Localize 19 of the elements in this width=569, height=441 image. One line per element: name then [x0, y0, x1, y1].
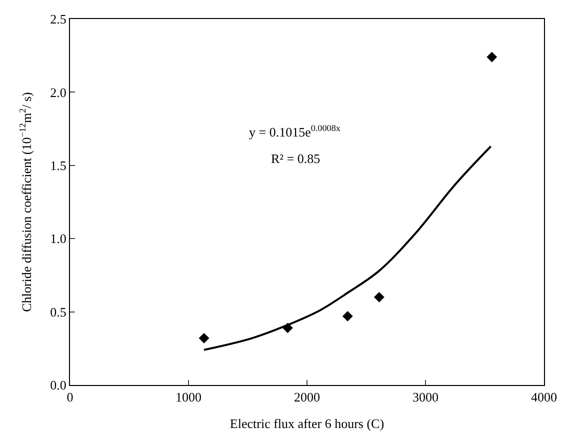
y-tick-label: 0.0: [50, 378, 66, 393]
y-tick-label: 2.5: [50, 12, 66, 27]
x-tick-label: 3000: [412, 390, 438, 405]
annotation: R² = 0.85: [271, 151, 320, 166]
x-tick-label: 1000: [176, 390, 202, 405]
y-tick-label: 2.0: [50, 84, 66, 100]
point: [486, 52, 498, 62]
x-tick-label: 4000: [531, 390, 557, 405]
x-tick-label: 0: [66, 390, 74, 405]
line-series: [203, 145, 492, 351]
x-tick-label: 2000: [294, 390, 320, 405]
y-tick-label: 1.0: [50, 231, 66, 246]
annotation: y = 0.1015e$^{0.0008x}$: [249, 123, 341, 140]
point: [198, 332, 210, 344]
x-axis-title: Electric flux after 6 hours (C): [230, 416, 384, 432]
y-tick-label: 1.5: [50, 158, 66, 173]
point: [374, 292, 384, 302]
point: [342, 310, 353, 322]
y-tick-label: 0.5: [50, 304, 66, 320]
